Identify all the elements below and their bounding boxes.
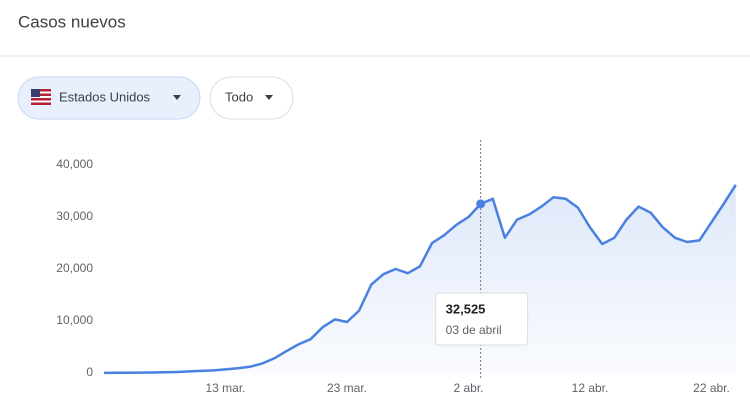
x-tick-label: 12 abr. <box>572 381 609 395</box>
flag-stripe <box>31 91 51 94</box>
x-tick-label: 13 mar. <box>205 381 245 395</box>
filter-button[interactable] <box>17 76 201 120</box>
y-tick-label: 20,000 <box>56 261 93 275</box>
area <box>104 184 736 373</box>
tooltip-value: 32,525 <box>446 301 486 316</box>
range-filter[interactable]: Todo <box>209 76 294 120</box>
flag-stripe <box>31 100 51 103</box>
filter-label[interactable]: Estados Unidos <box>59 89 151 104</box>
filter-button[interactable] <box>209 76 294 120</box>
tooltip-date: 03 de abril <box>446 323 502 337</box>
tooltip-box <box>435 292 529 346</box>
dropdown-arrow <box>265 95 273 100</box>
country-filter[interactable]: Estados Unidos <box>17 76 201 120</box>
flag-stripe <box>31 96 51 98</box>
y-tick-label: 30,000 <box>56 209 93 223</box>
flag-canton <box>31 89 40 97</box>
page-title: Casos nuevos <box>18 12 126 31</box>
line <box>103 184 737 375</box>
y-tick-label: 40,000 <box>56 157 93 171</box>
dropdown-arrow <box>173 95 181 100</box>
x-tick-label: 22 abr. <box>693 381 730 395</box>
y-tick-label: 10,000 <box>56 313 93 327</box>
filter-label[interactable]: Todo <box>225 89 253 104</box>
x-tick-label: 23 mar. <box>327 381 367 395</box>
x-tick-label: 2 abr. <box>453 381 483 395</box>
y-tick-label: 0 <box>86 365 93 379</box>
hover-point <box>476 199 486 209</box>
